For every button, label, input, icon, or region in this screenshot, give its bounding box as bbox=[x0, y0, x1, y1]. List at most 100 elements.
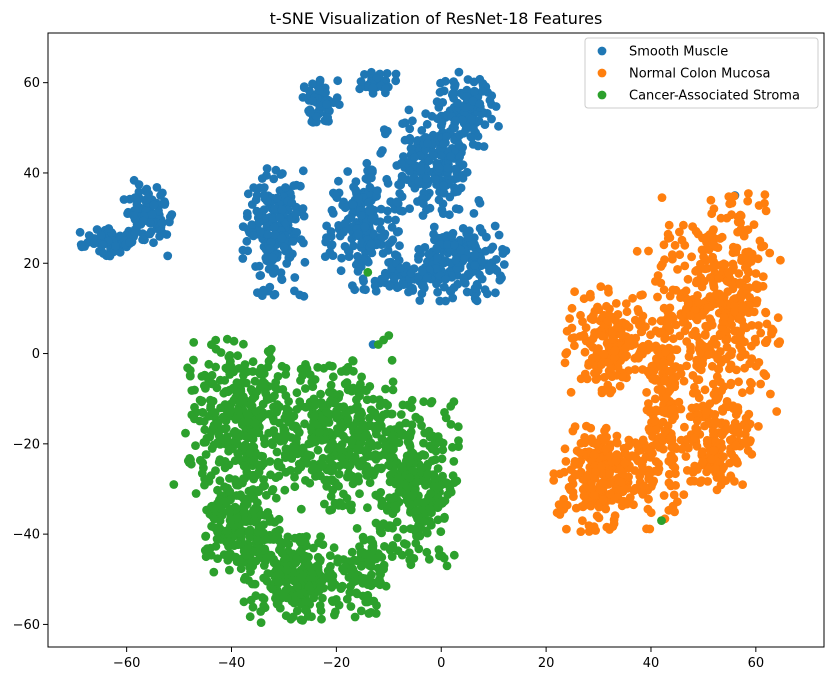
data-point bbox=[749, 220, 759, 230]
data-point bbox=[402, 540, 411, 549]
data-point bbox=[415, 531, 425, 541]
data-point bbox=[304, 582, 314, 592]
data-point bbox=[294, 428, 304, 437]
data-point bbox=[285, 189, 295, 198]
data-point bbox=[389, 273, 399, 283]
data-point bbox=[584, 521, 594, 530]
data-point bbox=[395, 263, 405, 273]
data-point bbox=[279, 589, 288, 599]
x-tick-label: 60 bbox=[748, 656, 765, 671]
data-point bbox=[435, 87, 445, 97]
data-point bbox=[424, 250, 434, 259]
data-point bbox=[633, 441, 642, 450]
data-point bbox=[414, 255, 423, 264]
data-point bbox=[734, 377, 743, 387]
data-point bbox=[220, 497, 229, 506]
data-point bbox=[385, 281, 395, 291]
data-point bbox=[414, 544, 424, 554]
data-point bbox=[711, 340, 721, 349]
data-point bbox=[218, 434, 228, 444]
data-point bbox=[712, 372, 722, 382]
data-point bbox=[344, 468, 353, 478]
data-point bbox=[189, 355, 198, 365]
data-point bbox=[288, 237, 298, 246]
data-point bbox=[183, 363, 193, 373]
data-point bbox=[423, 469, 433, 479]
data-point bbox=[125, 238, 134, 247]
data-point bbox=[691, 226, 701, 236]
data-point bbox=[342, 594, 352, 604]
data-point bbox=[776, 255, 785, 265]
data-point bbox=[256, 607, 266, 616]
data-point bbox=[282, 538, 291, 548]
data-point bbox=[420, 450, 430, 460]
data-point bbox=[728, 242, 738, 252]
data-point bbox=[346, 213, 356, 223]
data-point bbox=[667, 405, 676, 414]
data-point bbox=[292, 554, 302, 564]
data-point bbox=[352, 395, 361, 405]
data-point bbox=[249, 231, 258, 241]
data-point bbox=[105, 251, 115, 261]
data-point bbox=[659, 285, 669, 295]
data-point bbox=[724, 269, 734, 279]
data-point bbox=[708, 379, 718, 389]
data-point bbox=[368, 394, 378, 404]
data-point bbox=[272, 447, 282, 457]
data-point bbox=[434, 163, 444, 173]
data-point bbox=[339, 402, 349, 411]
data-point bbox=[570, 287, 579, 297]
data-point bbox=[365, 413, 374, 423]
data-point bbox=[470, 250, 480, 260]
data-point bbox=[661, 347, 670, 357]
data-point bbox=[265, 282, 275, 292]
data-point bbox=[332, 93, 342, 103]
data-point bbox=[743, 196, 753, 206]
data-point bbox=[693, 410, 703, 419]
data-point bbox=[301, 605, 310, 615]
data-point bbox=[709, 280, 718, 290]
data-point bbox=[431, 175, 440, 184]
data-point bbox=[320, 475, 330, 485]
data-point bbox=[388, 385, 398, 395]
data-point bbox=[350, 612, 360, 622]
data-point bbox=[318, 453, 328, 463]
data-point bbox=[600, 372, 609, 382]
data-point bbox=[741, 226, 751, 235]
data-point bbox=[747, 379, 756, 389]
data-point bbox=[722, 342, 732, 352]
data-point bbox=[225, 474, 234, 483]
data-point bbox=[214, 523, 224, 533]
data-point bbox=[702, 435, 712, 445]
data-point bbox=[181, 428, 190, 438]
data-point bbox=[222, 334, 232, 344]
data-point bbox=[239, 474, 248, 484]
data-point bbox=[165, 217, 174, 227]
data-point bbox=[745, 293, 755, 302]
data-point bbox=[255, 383, 265, 392]
data-point bbox=[586, 292, 595, 302]
data-point bbox=[270, 204, 280, 213]
x-tick-label: −20 bbox=[323, 656, 350, 671]
data-point bbox=[622, 499, 632, 509]
data-point bbox=[249, 505, 258, 515]
data-point bbox=[700, 342, 710, 352]
data-point bbox=[417, 125, 427, 135]
data-point bbox=[698, 401, 708, 411]
data-point bbox=[621, 319, 631, 329]
data-point bbox=[737, 253, 747, 263]
data-point bbox=[299, 82, 309, 91]
data-point bbox=[671, 320, 681, 330]
data-point bbox=[308, 96, 317, 106]
data-point bbox=[379, 125, 389, 134]
data-point bbox=[290, 533, 300, 543]
data-point bbox=[658, 444, 668, 454]
data-point bbox=[606, 364, 616, 373]
data-point bbox=[382, 506, 392, 515]
data-point bbox=[653, 271, 663, 280]
data-point bbox=[683, 274, 693, 284]
data-point bbox=[391, 501, 401, 511]
data-point bbox=[238, 245, 248, 255]
data-point bbox=[256, 510, 266, 520]
series-normal-colon-mucosa bbox=[549, 189, 785, 536]
